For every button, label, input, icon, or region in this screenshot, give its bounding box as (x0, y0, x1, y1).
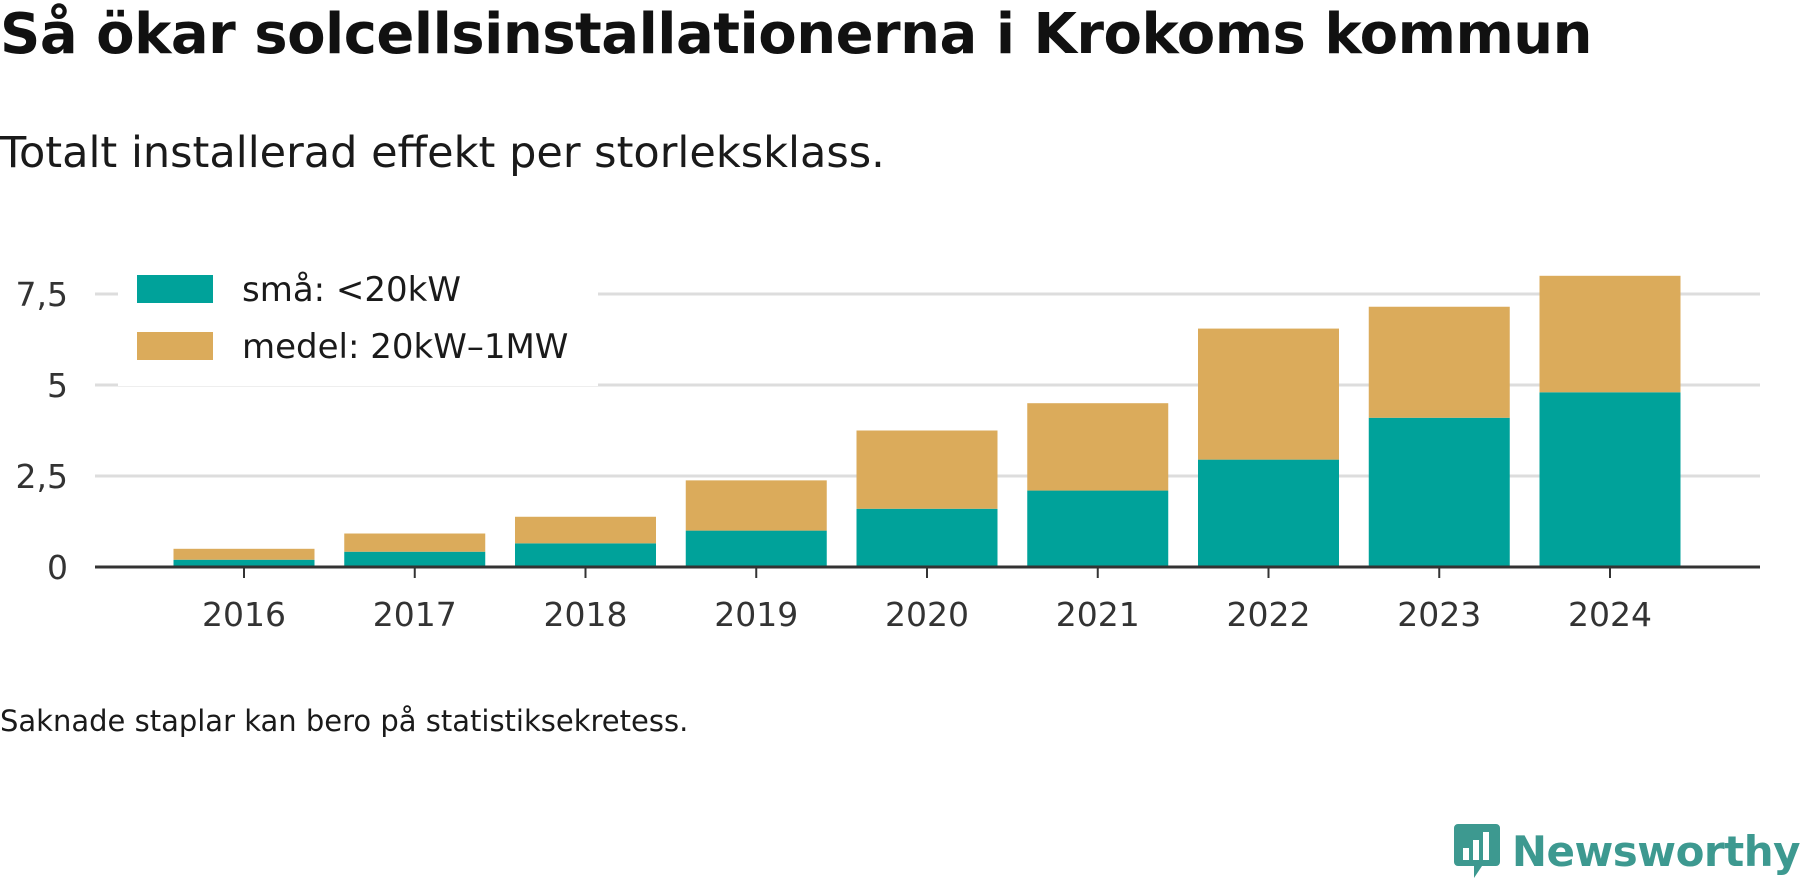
bars (173, 275, 1681, 567)
x-tick-label: 2022 (1227, 595, 1311, 634)
x-tick-label: 2023 (1397, 595, 1481, 634)
x-tick-label: 2019 (714, 595, 798, 634)
chart-subtitle: Totalt installerad effekt per storlekskl… (0, 128, 885, 178)
y-tick-label: 2,5 (16, 457, 68, 496)
legend-label: medel: 20kW–1MW (242, 327, 568, 367)
bar-segment-small (344, 551, 486, 567)
x-tick-label: 2021 (1056, 595, 1140, 634)
bar-segment-medium (344, 533, 486, 552)
y-tick-label: 0 (47, 548, 68, 587)
bar-segment-small (1198, 459, 1339, 567)
x-tick-label: 2016 (202, 595, 286, 634)
bar-segment-medium (685, 480, 827, 531)
bar-segment-medium (1027, 403, 1169, 491)
bar-segment-small (685, 530, 827, 567)
bar-segment-medium (173, 548, 315, 560)
y-tick-label: 7,5 (16, 275, 68, 314)
footnote: Saknade staplar kan bero på statistiksek… (0, 704, 689, 738)
bar-segment-medium (1198, 328, 1339, 460)
x-tick-label: 2024 (1568, 595, 1652, 634)
chart-title: Så ökar solcellsinstallationerna i Kroko… (0, 2, 1593, 67)
brand-name: Newsworthy (1511, 826, 1800, 876)
bar-segment-medium (1539, 275, 1681, 393)
newsworthy-logo-icon (1453, 824, 1500, 878)
bar-segment-medium (856, 430, 998, 509)
bar-segment-small (1539, 392, 1681, 567)
y-tick-label: 5 (47, 366, 68, 405)
legend-swatch (137, 275, 213, 303)
bar-segment-medium (515, 516, 656, 544)
brand-logo[interactable]: Newsworthy (1452, 820, 1800, 882)
x-tick-label: 2018 (544, 595, 628, 634)
legend-swatch (137, 332, 213, 360)
legend: små: <20kW medel: 20kW–1MW (118, 262, 598, 386)
bar-segment-small (856, 508, 998, 567)
bar-segment-medium (1368, 306, 1510, 418)
x-tick-label: 2017 (373, 595, 457, 634)
bar-segment-small (515, 543, 656, 567)
stacked-bar-chart: 0 2,5 5 7,5 2016 2017 2018 2019 2020 2021 2022 2023… (15, 262, 1760, 634)
x-tick-label: 2020 (885, 595, 969, 634)
legend-label: små: <20kW (242, 270, 461, 310)
bar-segment-small (1027, 490, 1169, 567)
bar-segment-small (1368, 417, 1510, 567)
axes: 0 2,5 5 7,5 2016 2017 2018 2019 2020 2021 2022 2023… (16, 275, 1760, 634)
bar-segment-small (173, 559, 315, 567)
